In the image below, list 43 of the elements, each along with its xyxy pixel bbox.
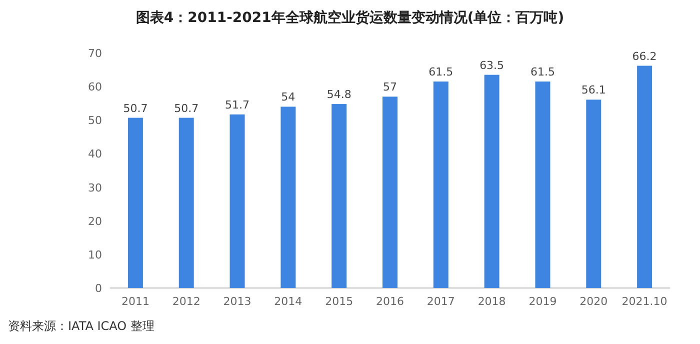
y-tick-label: 60	[88, 80, 102, 94]
y-tick-label: 40	[88, 148, 102, 161]
x-tick-label: 2019	[528, 295, 557, 308]
x-tick-label: 2011	[121, 295, 150, 308]
text: 资料来源：IATA ICAO 整理	[8, 319, 154, 333]
x-tick-label: 2013	[223, 295, 252, 308]
bar	[535, 82, 550, 288]
data-label: 61.5	[530, 66, 555, 79]
y-tick-label: 20	[88, 214, 102, 228]
y-tick-label: 10	[88, 248, 102, 262]
data-label: 57	[383, 80, 397, 94]
chart-title: 图表4：2011-2021年全球航空业货运数量变动情况(单位：百万吨)	[136, 9, 564, 26]
data-label: 54	[281, 90, 296, 104]
data-label: 51.7	[225, 98, 250, 112]
data-label: 63.5	[480, 58, 504, 72]
y-tick-label: 50	[88, 114, 102, 128]
bar	[433, 82, 448, 288]
bar	[637, 66, 652, 288]
data-label: 50.7	[123, 102, 148, 115]
bar	[178, 118, 194, 288]
data-label: 66.2	[632, 50, 657, 63]
data-label: 54.8	[326, 88, 352, 102]
data-label: 61.5	[428, 66, 454, 79]
x-tick-label: 2020	[580, 295, 608, 308]
data-label: 56.1	[581, 84, 606, 97]
bar	[484, 74, 500, 288]
data-label: 50.7	[174, 102, 199, 115]
bar	[280, 106, 296, 288]
y-tick-label: 0	[95, 282, 102, 295]
bar	[230, 114, 245, 288]
x-tick-label: 2018	[478, 295, 506, 308]
x-tick-label: 2012	[172, 295, 200, 308]
x-tick-label: 2021.10	[622, 295, 668, 308]
x-tick-label: 2014	[274, 295, 302, 308]
bar	[586, 100, 602, 288]
bar	[128, 118, 143, 288]
y-tick-label: 30	[88, 181, 102, 194]
bar	[382, 96, 398, 288]
x-tick-label: 2016	[376, 295, 404, 308]
bar	[332, 104, 347, 288]
x-tick-label: 2017	[426, 295, 455, 308]
y-tick-label: 70	[88, 47, 102, 60]
x-tick-label: 2015	[325, 295, 354, 308]
